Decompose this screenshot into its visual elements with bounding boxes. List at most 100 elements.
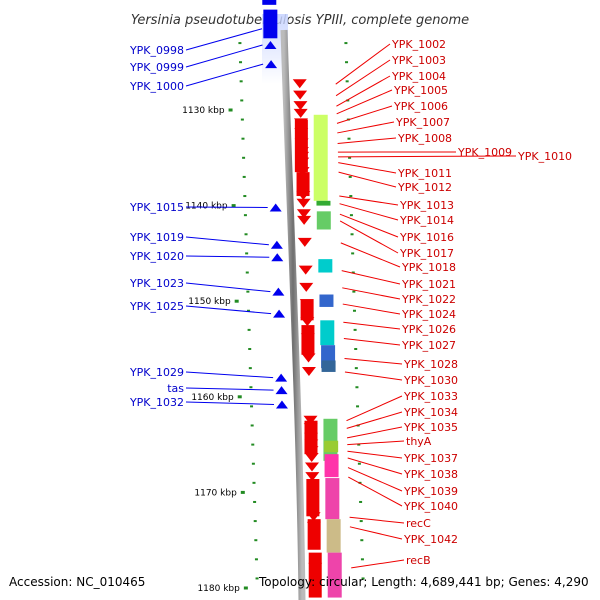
minor-tick-right [350, 233, 354, 236]
plus-gene-label[interactable]: YPK_1021 [401, 278, 456, 291]
plus-gene-label[interactable]: YPK_1006 [393, 100, 448, 113]
minus-gene-label[interactable]: YPK_1029 [129, 366, 184, 379]
plus-gene-label[interactable]: YPK_1012 [397, 181, 452, 194]
feature-track-block [316, 211, 331, 230]
minus-gene-label[interactable]: YPK_1023 [129, 277, 184, 290]
plus-gene-label[interactable]: YPK_1014 [399, 214, 454, 227]
minus-gene-arrow [272, 287, 285, 296]
plus-gene-block [294, 119, 308, 173]
plus-gene-arrow [305, 472, 320, 482]
plus-label-leader [347, 450, 403, 459]
plus-gene-label[interactable]: YPK_1016 [399, 231, 454, 244]
plus-gene-label[interactable]: YPK_1027 [401, 339, 456, 352]
ruler-tick-label: 1140 kbp [185, 202, 228, 212]
plus-gene-label[interactable]: YPK_1033 [403, 390, 458, 403]
minus-gene-arrow [264, 40, 277, 49]
plus-gene-label[interactable]: YPK_1022 [401, 293, 456, 306]
minus-gene-label[interactable]: YPK_0999 [129, 61, 184, 74]
plus-gene-label[interactable]: YPK_1038 [403, 468, 458, 481]
feature-track-block [327, 552, 342, 598]
plus-gene-label[interactable]: YPK_1042 [403, 533, 458, 546]
minus-gene-arrow [265, 60, 278, 69]
ruler-tick-label: 1160 kbp [191, 393, 234, 403]
minus-gene-label[interactable]: YPK_1025 [129, 300, 184, 313]
plus-label-leader [351, 559, 405, 569]
ruler-tick-mark [231, 204, 236, 208]
plus-label-leader [348, 476, 403, 507]
plus-gene-label[interactable]: YPK_1008 [397, 132, 452, 145]
plus-gene-label[interactable]: YPK_1013 [399, 199, 454, 212]
minus-gene-arrow [270, 240, 283, 249]
plus-label-leader [335, 59, 391, 97]
plus-gene-block [300, 299, 314, 321]
plus-gene-label[interactable]: YPK_1018 [401, 261, 456, 274]
minor-tick-right [351, 252, 355, 255]
minor-tick-right [352, 309, 356, 312]
plus-gene-label[interactable]: YPK_1007 [395, 116, 450, 129]
minor-tick-right [344, 42, 348, 45]
minus-gene-label[interactable]: YPK_1032 [129, 396, 184, 409]
plus-gene-label[interactable]: YPK_1026 [401, 323, 456, 336]
feature-track-block [320, 320, 335, 346]
plus-label-leader [343, 337, 401, 346]
plus-gene-block [304, 420, 318, 455]
minus-gene-label[interactable]: tas [167, 382, 184, 395]
feature-track-block [316, 200, 331, 206]
minor-tick-right [348, 175, 352, 178]
plus-gene-label[interactable]: YPK_1028 [403, 358, 458, 371]
plus-gene-label[interactable]: recC [406, 517, 431, 530]
plus-gene-label[interactable]: YPK_1024 [401, 308, 456, 321]
plus-gene-label[interactable]: YPK_1035 [403, 421, 458, 434]
minor-tick-right [349, 195, 353, 198]
minus-gene-label[interactable]: YPK_1019 [129, 231, 184, 244]
feature-track-block [313, 114, 328, 201]
ruler-tick-label: 1170 kbp [194, 488, 237, 498]
plus-gene-label[interactable]: YPK_1039 [403, 485, 458, 498]
plus-gene-block [301, 325, 315, 355]
plus-gene-arrow [305, 462, 320, 472]
minus-gene-label[interactable]: YPK_1020 [129, 250, 184, 263]
plus-gene-label[interactable]: YPK_1010 [517, 150, 572, 163]
plus-gene-label[interactable]: recB [406, 554, 431, 567]
minor-tick-left [255, 577, 259, 580]
minor-tick-left [239, 61, 243, 64]
plus-gene-label[interactable]: thyA [406, 435, 432, 448]
plus-gene-label[interactable]: YPK_1002 [391, 38, 446, 51]
minor-tick-left [254, 539, 258, 542]
feature-track-block [326, 519, 341, 553]
minus-gene-block [262, 0, 277, 5]
plus-label-leader [337, 121, 395, 134]
plus-label-leader [339, 213, 399, 238]
plus-label-leader [338, 171, 397, 188]
plus-gene-label[interactable]: YPK_1005 [393, 84, 448, 97]
plus-gene-label[interactable]: YPK_1040 [403, 500, 458, 513]
plus-label-leader [342, 303, 401, 315]
minor-tick-right [354, 348, 358, 350]
ruler-tick-mark [243, 586, 248, 590]
minus-label-leader [185, 371, 274, 379]
minus-strand-labels: YPK_0998 YPK_0999 YPK_1000 YPK_1015 YPK_1019… [129, 28, 274, 409]
feature-track-block [321, 360, 336, 372]
minor-tick-right [357, 443, 361, 446]
plus-gene-block [296, 172, 310, 197]
feature-track-block [324, 454, 339, 478]
plus-gene-arrow [304, 452, 319, 462]
plus-gene-label[interactable]: YPK_1017 [399, 247, 454, 260]
plus-gene-label[interactable]: YPK_1004 [391, 70, 446, 83]
plus-gene-arrow [293, 108, 308, 118]
minus-label-leader [185, 282, 271, 293]
plus-label-leader [339, 195, 399, 206]
minus-gene-label[interactable]: YPK_0998 [129, 44, 184, 57]
plus-gene-label[interactable]: YPK_1009 [457, 146, 512, 159]
minor-tick-left [253, 500, 257, 503]
minus-gene-label[interactable]: YPK_1015 [129, 201, 184, 214]
minus-gene-label[interactable]: YPK_1000 [129, 80, 184, 93]
minor-tick-left [243, 214, 247, 217]
minor-tick-left [242, 156, 246, 159]
plus-gene-label[interactable]: YPK_1037 [403, 452, 458, 465]
plus-gene-label[interactable]: YPK_1030 [403, 374, 458, 387]
plus-gene-label[interactable]: YPK_1011 [397, 167, 452, 180]
plus-gene-arrow [293, 90, 308, 100]
plus-gene-label[interactable]: YPK_1034 [403, 406, 458, 419]
plus-gene-label[interactable]: YPK_1003 [391, 54, 446, 67]
